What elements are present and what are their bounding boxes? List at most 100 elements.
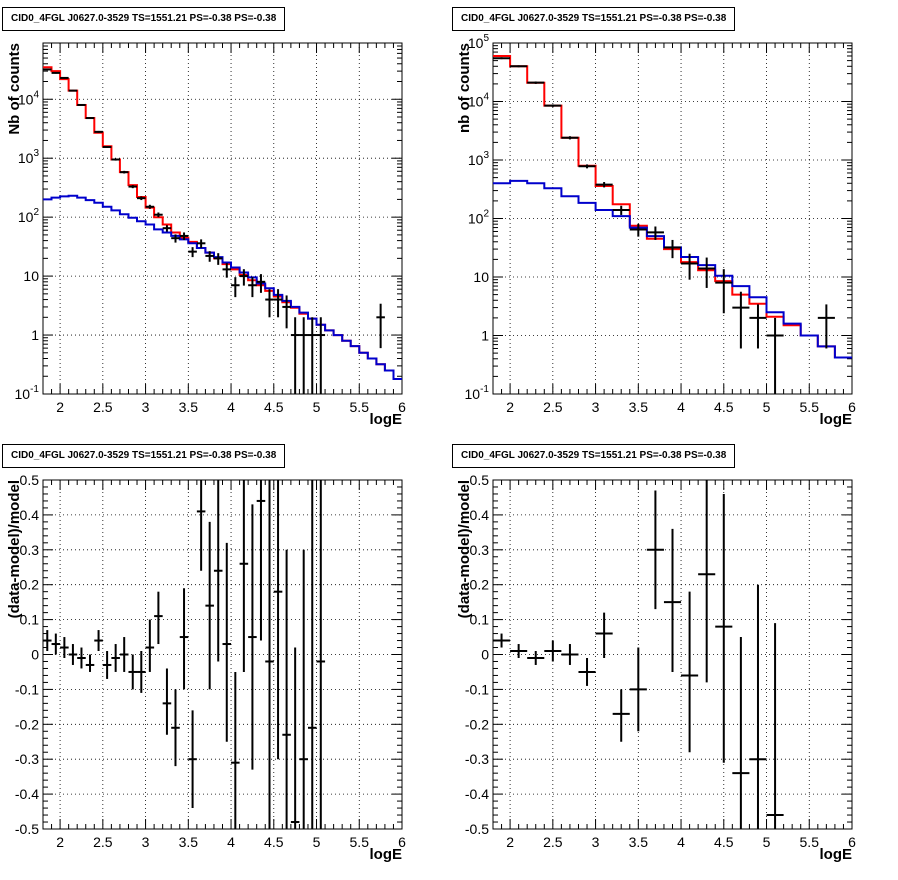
y-tick-label: -0.2 — [15, 716, 39, 732]
data-point — [85, 117, 95, 120]
data-point — [222, 542, 232, 742]
data-point — [527, 651, 545, 665]
panel-p3: 2 2.5 3 3.5 4 4.5 5 5.5 6 -0.5 -0.4 -0.3 -0.2 -0.1 0 0.… — [6, 472, 406, 863]
x-tick-label: 5 — [313, 399, 321, 415]
data-point — [629, 647, 647, 732]
data-point — [213, 253, 223, 265]
y-axis-title: nb of counts — [456, 43, 473, 133]
data-point — [629, 223, 647, 237]
panel-p1: 2 2.5 3 3.5 4 4.5 5 5.5 6 10-1 1 10 102 103 104 logE Nb … — [6, 42, 406, 428]
data-point — [646, 490, 664, 610]
data-point — [248, 277, 257, 298]
data-point — [316, 317, 326, 394]
data-point — [128, 654, 138, 690]
data-point — [162, 668, 172, 735]
data-point — [43, 630, 52, 652]
x-tick-label: 4 — [677, 399, 685, 415]
data-point — [299, 549, 308, 829]
y-tick-label: 10 — [23, 268, 39, 284]
data-point — [51, 633, 61, 655]
data-point — [119, 637, 129, 672]
data-point — [681, 591, 699, 753]
y-tick-label: -0.2 — [465, 716, 489, 732]
data-point — [698, 480, 716, 683]
y-tick-label: 104 — [18, 89, 40, 107]
x-axis-title: logE — [370, 411, 403, 428]
panel-p2: 2 2.5 3 3.5 4 4.5 5 5.5 6 10-1 1 10 102 103 104 105 logE… — [456, 33, 856, 428]
data-point — [561, 644, 579, 665]
y-tick-label: 104 — [468, 92, 490, 110]
data-point — [265, 289, 274, 318]
y-tick-label: 0.3 — [470, 542, 490, 558]
data-point — [817, 304, 835, 349]
y-tick-label: 103 — [468, 150, 490, 168]
y-tick-label: 0.1 — [20, 612, 40, 628]
y-tick-label: 102 — [18, 207, 40, 225]
data-point — [188, 247, 197, 258]
series-step-0 — [493, 55, 852, 359]
y-tick-label: 0.2 — [20, 577, 40, 593]
data-point — [256, 480, 266, 641]
data-point — [766, 623, 784, 829]
data-point — [68, 89, 78, 92]
data-point — [595, 612, 613, 658]
data-point — [595, 182, 613, 188]
data-point — [282, 549, 291, 829]
x-tick-label: 6 — [398, 399, 406, 415]
data-point — [290, 317, 300, 394]
data-point — [145, 204, 155, 209]
y-tick-label: -0.1 — [15, 681, 39, 697]
data-point — [231, 277, 240, 298]
y-tick-label: 0.4 — [20, 507, 40, 523]
x-tick-label: 4 — [677, 834, 685, 850]
data-point — [749, 304, 767, 349]
x-tick-label: 4 — [227, 399, 235, 415]
x-axis-title: logE — [820, 846, 853, 863]
data-point — [578, 657, 596, 686]
x-tick-label: 5.5 — [350, 834, 370, 850]
data-point — [299, 317, 308, 394]
data-point — [612, 689, 630, 742]
data-point — [715, 493, 733, 763]
data-point — [154, 212, 163, 218]
data-point — [111, 644, 120, 672]
data-point — [43, 68, 52, 71]
data-point — [273, 480, 283, 760]
data-point — [663, 239, 682, 259]
data-point — [239, 480, 249, 672]
x-tick-label: 5 — [763, 399, 771, 415]
data-point — [612, 205, 630, 215]
data-point — [493, 57, 511, 60]
x-tick-label: 3 — [142, 834, 150, 850]
x-tick-label: 6 — [848, 834, 856, 850]
data-point — [145, 619, 155, 672]
data-point — [102, 651, 112, 679]
data-point — [510, 644, 528, 658]
data-point — [51, 71, 61, 74]
data-point — [137, 651, 146, 693]
data-point — [256, 274, 266, 293]
x-tick-label: 3.5 — [179, 399, 199, 415]
x-tick-label: 6 — [848, 399, 856, 415]
data-point — [222, 263, 232, 278]
y-tick-label: 0.1 — [470, 612, 490, 628]
y-axis-title: (data-model)/model — [456, 480, 473, 618]
data-point — [171, 689, 180, 767]
data-point — [77, 647, 86, 669]
y-tick-label: 10-1 — [15, 384, 40, 402]
x-axis-title: logE — [370, 846, 403, 863]
data-point — [171, 234, 180, 243]
data-point — [68, 644, 78, 665]
data-point — [248, 504, 257, 770]
data-point — [119, 170, 129, 174]
data-point — [265, 480, 274, 829]
y-tick-label: -0.1 — [465, 681, 489, 697]
data-point — [85, 654, 95, 672]
data-point — [766, 317, 784, 394]
data-point — [179, 588, 189, 690]
data-point — [162, 225, 172, 232]
data-point — [239, 269, 249, 286]
y-tick-label: 0.2 — [470, 577, 490, 593]
y-tick-label: 0.4 — [470, 507, 490, 523]
